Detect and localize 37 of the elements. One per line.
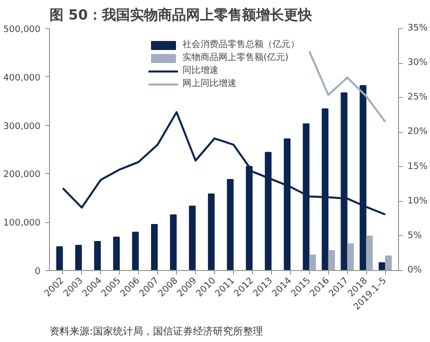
bar [328, 250, 335, 270]
bar [151, 224, 158, 270]
bar [385, 255, 392, 270]
y-tick-label: 500,000 [3, 25, 41, 35]
legend-label: 同比增速 [182, 64, 218, 77]
bar [366, 236, 373, 270]
y2-tick-label: 25% [408, 92, 428, 103]
bar [347, 243, 354, 270]
bar [113, 236, 120, 270]
y-tick-label: 0 [34, 267, 41, 277]
bar [94, 240, 101, 270]
y2-tick-label: 15% [408, 162, 428, 172]
legend-label: 社会消费品零售总额（亿元） [182, 38, 300, 51]
legend-label: 网上同比增速 [182, 78, 236, 90]
chart-title: 图 50：我国实物商品网上零售额增长更快 [50, 6, 313, 24]
bar [208, 194, 215, 270]
y2-tick-label: 10% [408, 196, 428, 206]
y2-tick-label: 30% [408, 58, 428, 68]
y2-tick-label: 35% [408, 24, 428, 34]
y2-tick-label: 0% [408, 266, 422, 276]
bar [132, 232, 139, 270]
y2-tick-label: 20% [408, 127, 428, 138]
bar [170, 214, 177, 270]
y-tick-label: 300,000 [3, 122, 41, 132]
legend-label: 实物商品网上零售额(亿元) [182, 52, 289, 64]
bar [226, 179, 234, 270]
y-tick-label: 100,000 [3, 218, 41, 229]
y-tick-label: 400,000 [3, 73, 41, 84]
bar [56, 246, 63, 270]
text: 资料来源:国家统计局，国信证券经济研究所整理 [50, 326, 263, 338]
y-tick-label: 200,000 [3, 170, 41, 180]
bar [378, 262, 386, 270]
bar [309, 254, 316, 270]
bar [75, 244, 82, 270]
line-series [308, 50, 386, 123]
y2-tick-label: 5% [408, 230, 422, 241]
bar [188, 206, 196, 270]
